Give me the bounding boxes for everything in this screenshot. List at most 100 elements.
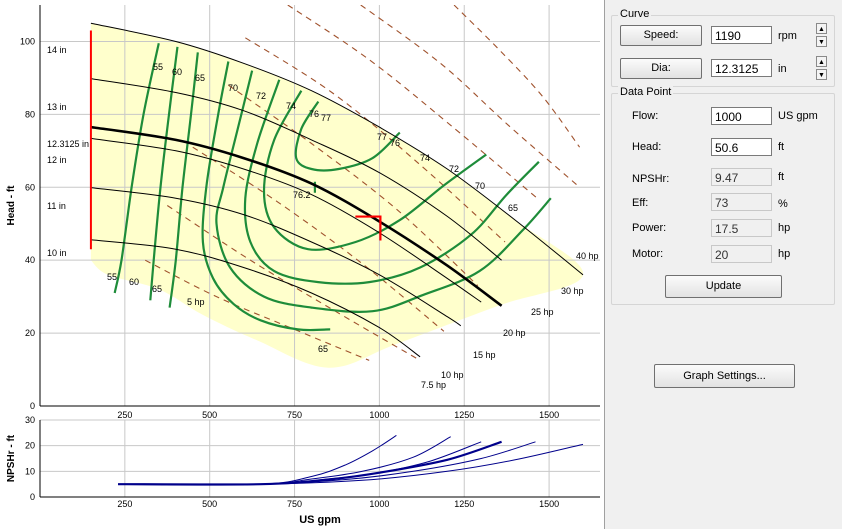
npsh-x-tick-1500: 1500	[539, 499, 559, 509]
power-label-30-hp: 30 hp	[561, 286, 584, 296]
speed-spin-up[interactable]: ▲	[816, 23, 827, 34]
head-x-tick-1250: 1250	[454, 410, 474, 420]
motor-label: Motor:	[632, 248, 664, 260]
speed-button[interactable]: Speed:	[620, 25, 702, 46]
head-curve-label-13-in: 13 in	[47, 102, 67, 112]
head-y-tick-0: 0	[30, 401, 35, 411]
head-y-tick-40: 40	[25, 255, 35, 265]
power-curve-20-hp	[245, 37, 506, 243]
efficiency-label-13: 65	[508, 203, 518, 213]
npsh-y-tick-20: 20	[25, 441, 35, 451]
efficiency-label-0: 55	[153, 62, 163, 72]
operating-point-marker	[355, 215, 382, 241]
npsh-y-tick-0: 0	[30, 492, 35, 502]
efficiency-label-16: 60	[129, 277, 139, 287]
efficiency-label-17: 65	[152, 284, 162, 294]
head-y-tick-100: 100	[20, 36, 35, 46]
motor-unit: hp	[778, 248, 791, 260]
npsh-x-tick-750: 750	[287, 499, 302, 509]
efficiency-curve-60	[149, 46, 179, 301]
efficiency-label-6: 76	[309, 109, 319, 119]
dia-spin-down[interactable]: ▼	[816, 69, 827, 80]
efficiency-curve-55	[113, 43, 160, 294]
power-label-5-hp: 5 hp	[187, 297, 205, 307]
head-curve-label-11-in: 11 in	[47, 201, 66, 211]
speed-field[interactable]: 1190	[711, 26, 772, 44]
head-curve-label-10-in: 10 in	[47, 248, 67, 258]
power-label: Power:	[632, 222, 667, 234]
power-label-7-5-hp: 7.5 hp	[421, 380, 446, 390]
efficiency-label-10: 74	[420, 153, 430, 163]
eff-unit: %	[778, 198, 788, 210]
data-point-group: Data Point	[611, 86, 835, 305]
power-label-10-hp: 10 hp	[441, 370, 464, 380]
efficiency-label-11: 72	[449, 164, 459, 174]
x-axis-title: US gpm	[299, 514, 341, 526]
npsh-y-tick-10: 10	[25, 466, 35, 476]
head-curve-label-14-in: 14 in	[47, 45, 67, 55]
npsh-x-tick-500: 500	[202, 499, 217, 509]
speed-unit: rpm	[778, 30, 797, 42]
head-x-tick-250: 250	[117, 410, 132, 420]
head-y-tick-60: 60	[25, 182, 35, 192]
efficiency-label-5: 74	[286, 101, 296, 111]
head-x-tick-1000: 1000	[369, 410, 389, 420]
npsh-x-tick-1000: 1000	[369, 499, 389, 509]
npshr-field: 9.47	[711, 168, 772, 186]
power-curve-15-hp	[228, 84, 479, 287]
chart-area: 14 in 13 in 12.3125 in 12 in 11 in 10 in 55 60 6…	[0, 0, 605, 529]
efficiency-label-2: 65	[195, 73, 205, 83]
npsh-x-tick-1250: 1250	[454, 499, 474, 509]
dia-field[interactable]: 12.3125	[711, 59, 772, 77]
head-plot-series	[90, 5, 584, 361]
efficiency-curve-76	[262, 90, 487, 251]
power-label-15-hp: 15 hp	[473, 350, 496, 360]
head-field[interactable]: 50.6	[711, 138, 772, 156]
npshr-label: NPSHr:	[632, 173, 670, 185]
efficiency-label-7: 77	[321, 113, 331, 123]
flow-field[interactable]: 1000	[711, 107, 772, 125]
eff-field: 73	[711, 193, 772, 211]
curve-group-title: Curve	[618, 8, 652, 20]
head-x-tick-1500: 1500	[539, 410, 559, 420]
efficiency-curve-70	[201, 61, 331, 332]
head-curve-13-in	[90, 78, 502, 261]
head-y-tick-80: 80	[25, 109, 35, 119]
power-curve-30-hp	[360, 5, 580, 188]
power-label-40-hp: 40 hp	[576, 251, 599, 261]
dia-spin-up[interactable]: ▲	[816, 56, 827, 67]
head-curve-12-3125-in	[90, 125, 503, 307]
head-y-axis-title: Head - ft	[6, 185, 17, 226]
efficiency-label-14: 76.2	[293, 190, 311, 200]
data-point-group-title: Data Point	[618, 86, 674, 98]
head-y-tick-20: 20	[25, 328, 35, 338]
npsh-y-axis-title: NPSHr - ft	[6, 434, 17, 482]
head-x-tick-750: 750	[287, 410, 302, 420]
npsh-y-tick-30: 30	[25, 415, 35, 425]
efficiency-label-3: 70	[228, 83, 238, 93]
efficiency-curve-77	[294, 101, 401, 172]
head-x-tick-500: 500	[202, 410, 217, 420]
npsh-curve-14-in	[118, 443, 584, 485]
efficiency-label-9: 76	[390, 138, 400, 148]
speed-spin-down[interactable]: ▼	[816, 36, 827, 47]
head-curve-label-12-3125-in: 12.3125 in	[47, 139, 89, 149]
head-curve-14-in	[90, 22, 584, 276]
npshr-unit: ft	[778, 171, 785, 183]
power-unit: hp	[778, 222, 791, 234]
update-button[interactable]: Update	[665, 275, 782, 298]
motor-field: 20	[711, 245, 772, 263]
dia-unit: in	[778, 63, 787, 75]
npsh-x-tick-250: 250	[117, 499, 132, 509]
head-curve-label-12-in: 12 in	[47, 155, 67, 165]
power-label-20-hp: 20 hp	[503, 328, 526, 338]
dia-button[interactable]: Dia:	[620, 58, 702, 79]
power-curve-7-5-hp	[166, 205, 421, 361]
power-curve-25-hp	[287, 5, 538, 199]
efficiency-curve-72	[215, 70, 552, 313]
flow-label: Flow:	[632, 110, 659, 122]
head-curve-11-in	[90, 187, 462, 327]
graph-settings-button[interactable]: Graph Settings...	[654, 364, 795, 388]
efficiency-label-18: 65	[318, 344, 328, 354]
head-curve-12-in	[90, 137, 482, 303]
